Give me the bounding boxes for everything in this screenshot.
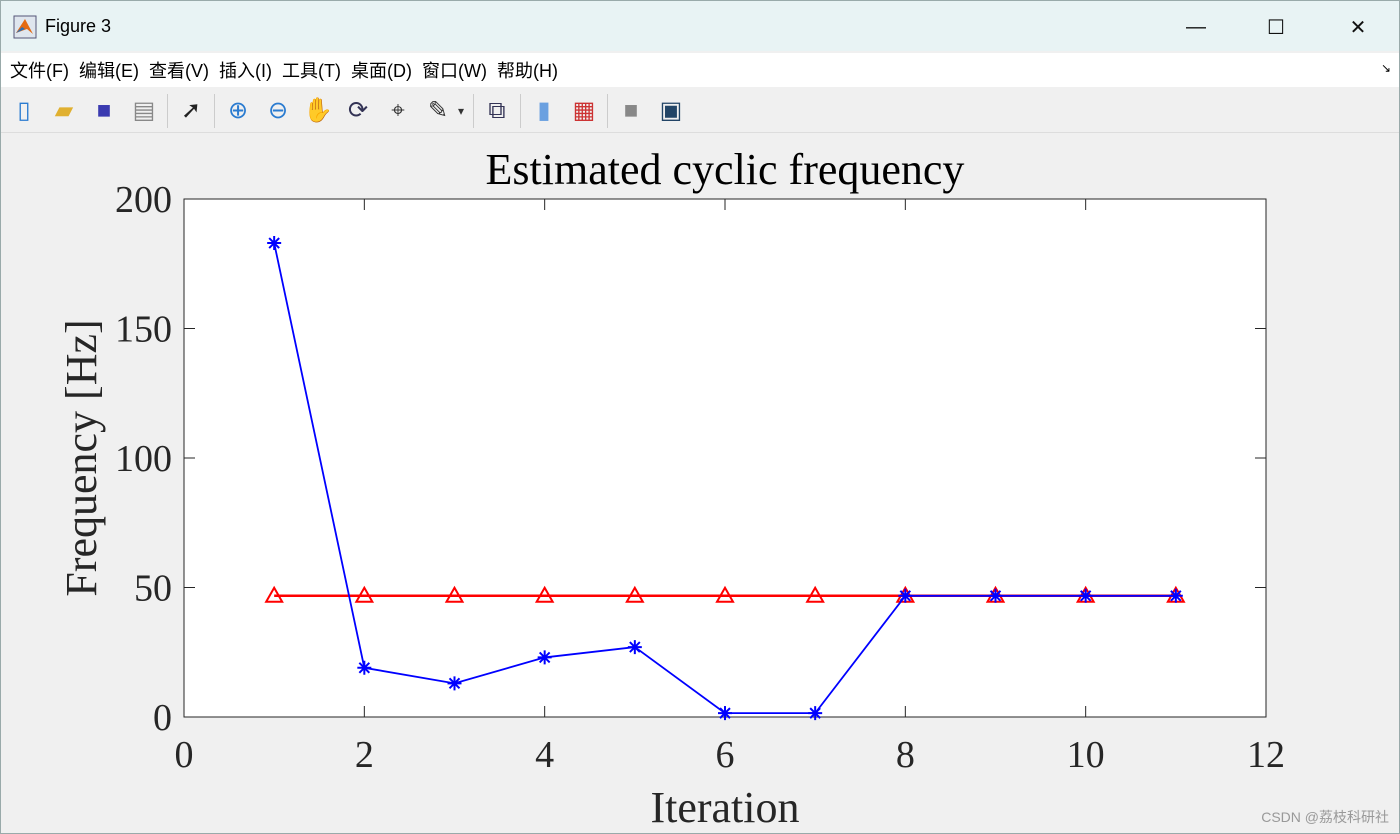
triangle-marker xyxy=(805,585,825,603)
brush-dropdown-button[interactable]: ▾ xyxy=(455,94,467,128)
menu-item[interactable]: 编辑(E) xyxy=(78,61,139,81)
menu-item[interactable]: 帮助(H) xyxy=(496,61,558,81)
open-folder-button[interactable]: ▰ xyxy=(47,94,81,128)
x-tick-label: 10 xyxy=(1067,734,1105,776)
legend-button[interactable]: ▦ xyxy=(567,94,601,128)
toolbar-separator xyxy=(473,93,474,128)
y-axis-label: Frequency [Hz] xyxy=(57,319,106,596)
figure-toolbar: ▯ ▰ ■ ▤ ➚ ⊕ ⊖ ✋ ⟳ ⌖ ✎ ▾ ⧉ ▮ ▦ ■ ▣ xyxy=(1,89,1399,133)
plot-area xyxy=(183,198,1267,718)
asterisk-marker xyxy=(447,676,462,691)
asterisk-marker xyxy=(627,640,642,655)
menu-item[interactable]: 窗口(W) xyxy=(421,61,487,81)
pointer-button[interactable]: ➚ xyxy=(174,94,208,128)
x-tick-label: 12 xyxy=(1247,734,1285,776)
x-tick-label: 8 xyxy=(896,734,915,776)
y-tick-label: 0 xyxy=(153,697,172,739)
triangle-marker xyxy=(534,585,555,603)
line-chart: 0 2 4 6 8 10 12 0 50 100 150 200 Estimated cyclic fr… xyxy=(57,145,1285,832)
dock-arrow-icon[interactable]: ↘ xyxy=(1380,61,1391,75)
toolbar-separator xyxy=(607,93,608,128)
open-folder-icon: ▰ xyxy=(54,97,74,124)
zoom-in-button[interactable]: ⊕ xyxy=(221,94,255,128)
asterisk-marker xyxy=(537,650,552,665)
minimize-button[interactable]: — xyxy=(1171,9,1221,45)
colorbar-button[interactable]: ▮ xyxy=(527,94,561,128)
pan-hand-icon: ✋ xyxy=(303,97,333,124)
print-icon: ▤ xyxy=(132,97,156,124)
toolbar-separator xyxy=(520,93,521,128)
new-file-button[interactable]: ▯ xyxy=(7,94,41,128)
y-tick-label: 50 xyxy=(134,568,172,610)
menu-item[interactable]: 文件(F) xyxy=(10,61,69,81)
save-icon: ■ xyxy=(96,96,112,124)
triangle-marker xyxy=(264,585,284,603)
asterisk-marker xyxy=(1168,588,1183,603)
close-button[interactable]: ✕ xyxy=(1333,9,1383,45)
triangle-marker xyxy=(625,585,645,603)
asterisk-marker xyxy=(898,588,913,603)
new-file-icon: ▯ xyxy=(17,97,31,124)
x-tick-label: 4 xyxy=(535,734,554,776)
menu-item[interactable]: 插入(I) xyxy=(218,61,272,81)
title-bar: Figure 3 — ☐ ✕ xyxy=(1,1,1399,51)
x-tick-label: 0 xyxy=(175,734,194,776)
pan-hand-button[interactable]: ✋ xyxy=(301,94,335,128)
colorbar-icon: ▮ xyxy=(537,97,551,124)
menu-item[interactable]: 工具(T) xyxy=(281,61,341,81)
hide-plot-tools-button[interactable]: ■ xyxy=(614,94,648,128)
pointer-icon: ➚ xyxy=(180,97,202,124)
menu-item[interactable]: 桌面(D) xyxy=(350,61,412,81)
maximize-button[interactable]: ☐ xyxy=(1251,9,1301,45)
link-plot-button[interactable]: ⧉ xyxy=(480,94,514,128)
matlab-icon xyxy=(13,15,37,39)
zoom-out-button[interactable]: ⊖ xyxy=(261,94,295,128)
print-button[interactable]: ▤ xyxy=(127,94,161,128)
legend-icon: ▦ xyxy=(572,97,596,124)
brush-dropdown-icon: ▾ xyxy=(457,103,465,118)
brush-button[interactable]: ✎ xyxy=(421,94,455,128)
link-plot-icon: ⧉ xyxy=(488,96,506,124)
triangle-marker xyxy=(354,585,375,603)
y-tick-label: 100 xyxy=(115,438,172,480)
rotate-3d-icon: ⟳ xyxy=(347,97,369,124)
show-plot-tools-button[interactable]: ▣ xyxy=(654,94,688,128)
asterisk-marker xyxy=(988,588,1003,603)
asterisk-marker xyxy=(718,706,732,721)
data-cursor-icon: ⌖ xyxy=(391,96,405,124)
close-icon: ✕ xyxy=(1349,16,1367,39)
menu-bar: 文件(F) 编辑(E) 查看(V) 插入(I) 工具(T) 桌面(D) 窗口(W) 帮助(H)… xyxy=(1,53,1399,87)
window-title: Figure 3 xyxy=(45,16,112,36)
x-tick-label: 6 xyxy=(716,734,735,776)
rotate-3d-button[interactable]: ⟳ xyxy=(341,94,375,128)
triangle-marker xyxy=(715,585,735,603)
y-tick-label: 150 xyxy=(115,309,172,351)
save-button[interactable]: ■ xyxy=(87,94,121,128)
chart-title: Estimated cyclic frequency xyxy=(486,145,965,194)
asterisk-marker xyxy=(808,706,823,721)
zoom-out-icon: ⊖ xyxy=(267,97,289,124)
toolbar-separator xyxy=(214,93,215,128)
data-cursor-button[interactable]: ⌖ xyxy=(381,94,415,128)
maximize-icon: ☐ xyxy=(1267,16,1285,39)
asterisk-marker xyxy=(1078,588,1093,603)
triangle-marker xyxy=(444,585,465,603)
menu-item[interactable]: 查看(V) xyxy=(148,61,209,81)
y-tick-label: 200 xyxy=(115,179,172,221)
show-plot-tools-icon: ▣ xyxy=(659,97,683,124)
hide-plot-tools-icon: ■ xyxy=(623,96,639,124)
brush-icon: ✎ xyxy=(427,97,449,124)
toolbar-separator xyxy=(167,93,168,128)
asterisk-marker xyxy=(357,660,372,675)
x-tick-label: 2 xyxy=(355,734,374,776)
minimize-icon: — xyxy=(1186,15,1206,38)
asterisk-marker xyxy=(267,236,282,251)
zoom-in-icon: ⊕ xyxy=(227,97,249,124)
x-axis-label: Iteration xyxy=(650,783,799,832)
watermark: CSDN @荔枝科研社 xyxy=(1261,809,1389,825)
